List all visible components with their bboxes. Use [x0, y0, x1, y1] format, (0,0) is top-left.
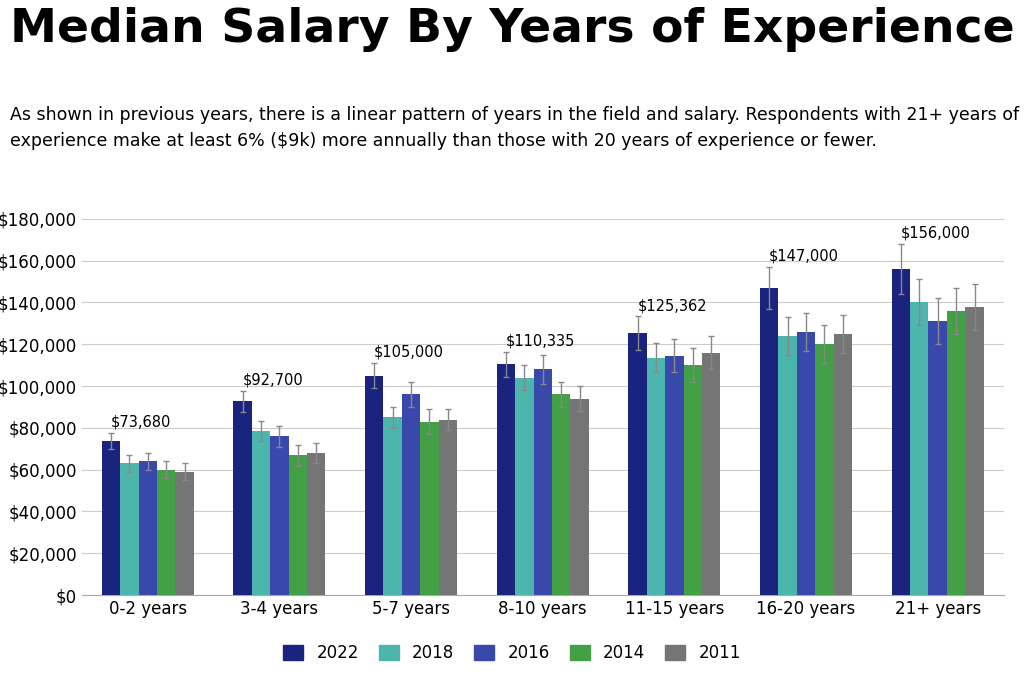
Bar: [684, 365, 702, 595]
Bar: [497, 365, 515, 595]
Text: Median Salary By Years of Experience: Median Salary By Years of Experience: [10, 7, 1015, 52]
Bar: [778, 336, 797, 595]
Text: $92,700: $92,700: [243, 373, 303, 388]
Bar: [815, 344, 834, 595]
Bar: [438, 419, 457, 595]
Legend: 2022, 2018, 2016, 2014, 2011: 2022, 2018, 2016, 2014, 2011: [276, 637, 748, 669]
Bar: [307, 453, 326, 595]
Bar: [570, 399, 589, 595]
Text: $105,000: $105,000: [374, 345, 444, 360]
Bar: [383, 417, 401, 595]
Text: $110,335: $110,335: [506, 334, 575, 349]
Text: $156,000: $156,000: [901, 226, 971, 241]
Bar: [515, 378, 534, 595]
Text: $147,000: $147,000: [769, 249, 840, 264]
Bar: [947, 311, 966, 595]
Bar: [702, 353, 721, 595]
Text: $73,680: $73,680: [111, 415, 171, 430]
Bar: [647, 358, 666, 595]
Bar: [365, 376, 383, 595]
Bar: [252, 431, 270, 595]
Bar: [175, 472, 194, 595]
Bar: [289, 455, 307, 595]
Bar: [157, 470, 175, 595]
Bar: [910, 302, 929, 595]
Bar: [760, 288, 778, 595]
Bar: [120, 464, 138, 595]
Bar: [834, 334, 852, 595]
Bar: [233, 402, 252, 595]
Bar: [270, 436, 289, 595]
Bar: [666, 356, 684, 595]
Bar: [629, 333, 647, 595]
Bar: [929, 321, 947, 595]
Text: As shown in previous years, there is a linear pattern of years in the field and : As shown in previous years, there is a l…: [10, 106, 1019, 150]
Text: $125,362: $125,362: [638, 298, 708, 313]
Bar: [966, 306, 984, 595]
Bar: [552, 395, 570, 595]
Bar: [797, 332, 815, 595]
Bar: [101, 441, 120, 595]
Bar: [534, 369, 552, 595]
Bar: [138, 461, 157, 595]
Bar: [420, 421, 438, 595]
Bar: [892, 269, 910, 595]
Bar: [401, 395, 420, 595]
